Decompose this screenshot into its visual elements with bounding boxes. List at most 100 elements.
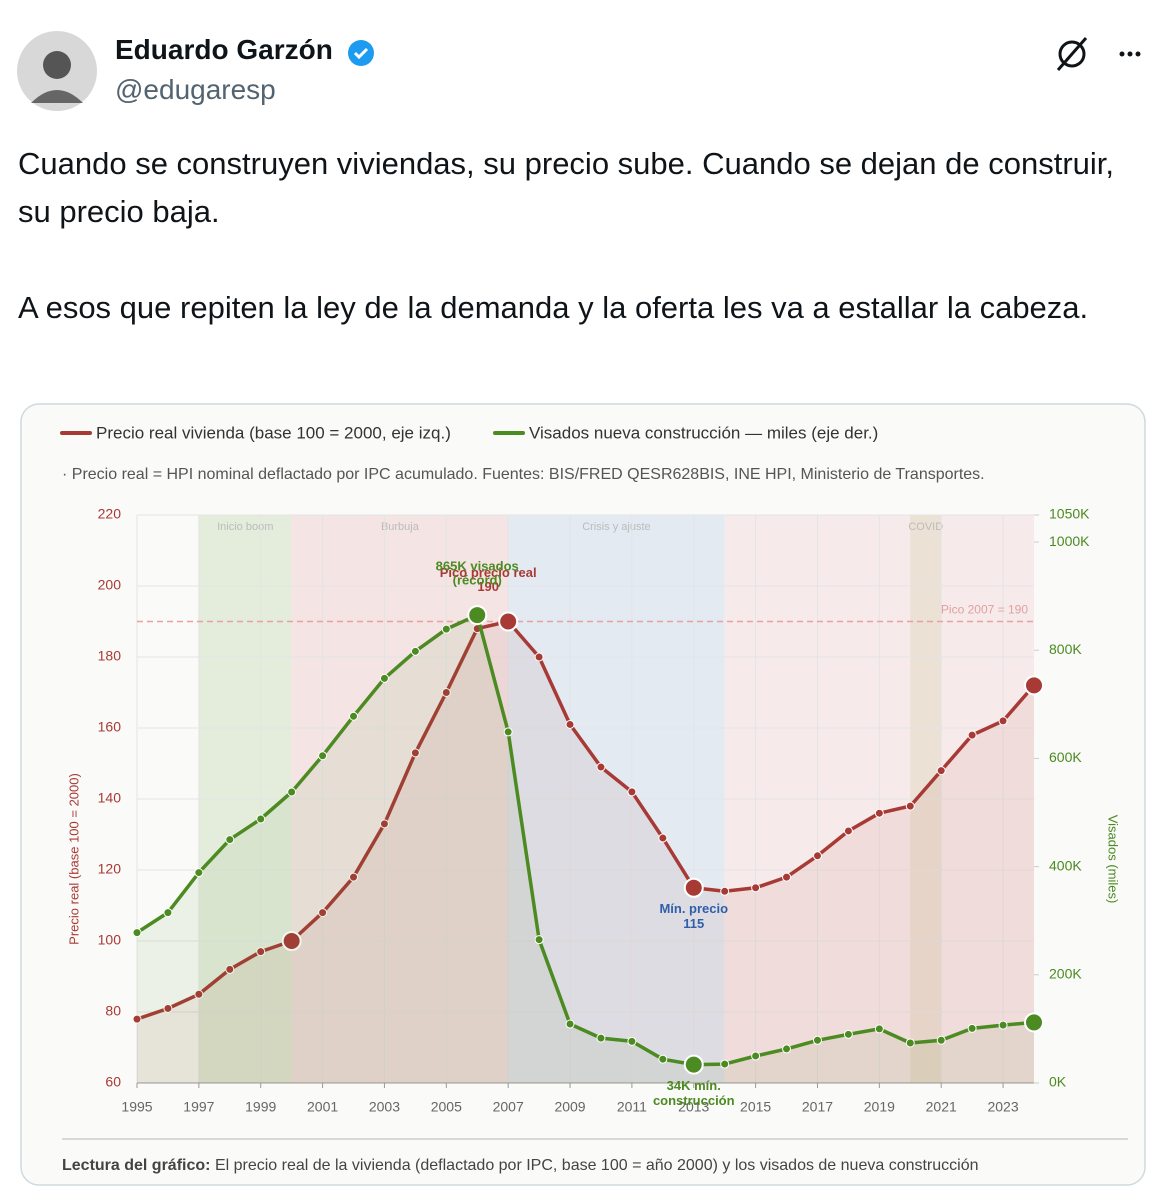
data-point <box>782 872 792 882</box>
x-tick-label: 1997 <box>183 1099 214 1115</box>
x-tick-label: 1999 <box>245 1099 276 1115</box>
y2-tick-label: 800K <box>1049 641 1082 657</box>
x-tick-label: 2009 <box>554 1099 585 1115</box>
data-point <box>534 935 544 945</box>
y-tick-label: 180 <box>98 648 122 664</box>
x-tick-label: 2021 <box>926 1099 957 1115</box>
data-point <box>936 766 946 776</box>
period-label: COVID <box>908 521 943 533</box>
y-tick-label: 160 <box>98 719 122 735</box>
data-point <box>132 928 142 938</box>
period-label: Crisis y ajuste <box>582 521 650 533</box>
x-tick-label: 2003 <box>369 1099 400 1115</box>
data-point <box>225 835 235 845</box>
annotation: Pico precio real <box>440 565 537 580</box>
tweet-text: Cuando se construyen viviendas, su preci… <box>18 146 1115 229</box>
y-tick-label: 100 <box>98 932 122 948</box>
data-point <box>936 1035 946 1045</box>
y-axis-title: Precio real (base 100 = 2000) <box>66 773 81 945</box>
legend-label: Visados nueva construcción — miles (eje … <box>529 423 878 442</box>
data-point <box>467 605 488 626</box>
data-point <box>967 730 977 740</box>
annotation: 34K mín. <box>667 1078 721 1093</box>
y-tick-label: 220 <box>98 506 122 522</box>
data-point <box>967 1023 977 1033</box>
data-point <box>194 989 204 999</box>
data-point <box>627 787 637 797</box>
x-tick-label: 1995 <box>121 1099 152 1115</box>
author-handle[interactable]: @edugaresp <box>115 74 276 105</box>
data-point <box>498 611 519 632</box>
data-point <box>683 1054 704 1075</box>
data-point <box>379 673 389 683</box>
y-tick-label: 80 <box>105 1003 121 1019</box>
data-point <box>843 826 853 836</box>
data-point <box>349 872 359 882</box>
y-tick-label: 200 <box>98 577 122 593</box>
data-point <box>998 1020 1008 1030</box>
data-point <box>132 1014 142 1024</box>
data-point <box>1024 675 1044 696</box>
chart: · Precio real = HPI nominal deflactado p… <box>20 403 1146 1186</box>
data-point <box>998 716 1008 726</box>
author-name[interactable]: Eduardo Garzón <box>115 34 333 65</box>
data-point <box>534 652 544 662</box>
data-point <box>256 814 266 824</box>
annotation: Mín. precio <box>659 901 728 916</box>
verified-badge <box>348 40 374 66</box>
data-point <box>812 1035 822 1045</box>
data-point <box>812 851 822 861</box>
period-label: Burbuja <box>381 521 420 533</box>
tweet-actions[interactable] <box>1050 34 1150 74</box>
data-point <box>596 1033 606 1043</box>
series-area <box>137 615 1034 1083</box>
data-point <box>410 646 420 656</box>
data-point <box>318 908 328 918</box>
data-point <box>751 1051 761 1061</box>
data-point <box>751 883 761 893</box>
data-point <box>627 1036 637 1046</box>
data-point <box>874 808 884 818</box>
data-point <box>683 877 704 898</box>
data-point <box>1024 1012 1044 1033</box>
chart-note: · Precio real = HPI nominal deflactado p… <box>62 466 985 483</box>
data-point <box>441 688 451 697</box>
data-point <box>287 787 297 797</box>
data-point <box>720 1059 730 1069</box>
data-point <box>503 727 513 737</box>
avatar[interactable] <box>17 31 97 111</box>
annotation: (récord) <box>453 573 502 588</box>
data-point <box>281 931 302 951</box>
footer-text: El precio real de la vivienda (deflactad… <box>215 1157 979 1174</box>
y-tick-label: 140 <box>98 790 122 806</box>
data-point <box>874 1024 884 1034</box>
data-point <box>658 1054 668 1064</box>
footer-label: Lectura del gráfico: <box>62 1157 210 1174</box>
reference-label: Pico 2007 = 190 <box>941 603 1028 617</box>
x-tick-label: 2023 <box>987 1099 1018 1115</box>
data-point <box>596 762 606 772</box>
data-point <box>194 868 204 878</box>
data-point <box>441 624 451 634</box>
data-point <box>782 1044 792 1054</box>
data-point <box>565 1019 575 1029</box>
data-point <box>318 751 328 761</box>
y-tick-label: 60 <box>105 1074 121 1090</box>
annotation: 865K visados <box>436 559 519 574</box>
y2-tick-label: 400K <box>1049 857 1082 873</box>
period-label: Inicio boom <box>217 521 273 533</box>
x-tick-label: 2007 <box>493 1099 524 1115</box>
x-tick-label: 2005 <box>431 1099 462 1115</box>
data-point <box>163 1003 173 1013</box>
tweet-text: A esos que repiten la ley de la demanda … <box>18 290 1089 325</box>
series-area <box>137 621 1034 1083</box>
data-point <box>410 748 420 758</box>
x-tick-label: 2011 <box>617 1099 647 1115</box>
series-line <box>136 613 1035 1067</box>
data-point <box>256 947 266 957</box>
chart-footer: Lectura del gráfico: El precio real de l… <box>62 1157 979 1174</box>
data-point <box>658 833 668 843</box>
data-point <box>379 819 389 829</box>
x-tick-label: 2017 <box>802 1099 833 1115</box>
